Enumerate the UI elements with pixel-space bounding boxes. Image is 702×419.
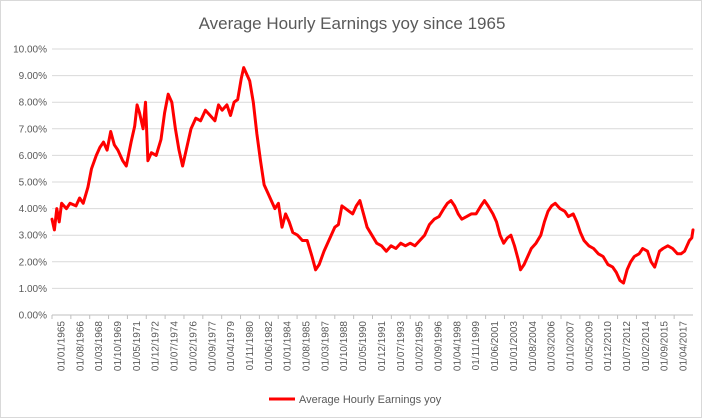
y-tick-label: 8.00% [19, 98, 47, 109]
y-tick-label: 5.00% [19, 178, 47, 189]
x-tick-label: 01/11/1999 [471, 321, 482, 371]
y-tick-label: 9.00% [19, 71, 47, 82]
y-tick-label: 4.00% [19, 204, 47, 215]
x-tick-label: 01/05/1990 [358, 321, 369, 371]
x-tick-label: 01/02/2014 [641, 321, 652, 371]
x-tick-label: 01/06/2001 [490, 321, 501, 371]
x-tick-label: 01/07/2012 [622, 321, 633, 371]
y-tick-label: 0.00% [19, 311, 47, 322]
legend-label: Average Hourly Earnings yoy [299, 394, 442, 406]
x-tick-label: 01/10/1988 [339, 321, 350, 371]
x-tick-label: 01/04/2017 [679, 321, 690, 371]
x-tick-label: 01/09/1996 [433, 321, 444, 371]
legend: Average Hourly Earnings yoy [269, 394, 442, 406]
x-tick-label: 01/08/2004 [528, 321, 539, 371]
x-tick-label: 01/03/1987 [320, 321, 331, 371]
x-tick-label: 01/06/1982 [264, 321, 275, 371]
x-tick-label: 01/07/1974 [170, 321, 181, 371]
x-tick-label: 01/08/1985 [302, 321, 313, 371]
y-tick-label: 2.00% [19, 257, 47, 268]
x-tick-label: 01/12/1991 [377, 321, 388, 371]
x-tick-label: 01/02/1976 [188, 321, 199, 371]
y-tick-label: 3.00% [19, 231, 47, 242]
x-tick-label: 01/10/2007 [565, 321, 576, 371]
y-tick-label: 6.00% [19, 151, 47, 162]
chart-title: Average Hourly Earnings yoy since 1965 [199, 14, 506, 33]
y-axis-tick-labels: 0.00% 1.00% 2.00% 3.00% 4.00% 5.00% 6.00% 7.00%… [13, 45, 47, 322]
x-tick-label: 01/01/1984 [283, 321, 294, 371]
y-tick-label: 7.00% [19, 124, 47, 135]
x-tick-label: 01/01/1965 [56, 321, 67, 371]
x-tick-label: 01/10/1969 [113, 321, 124, 371]
x-tick-label: 01/02/1995 [415, 321, 426, 371]
x-tick-label: 01/12/1972 [151, 321, 162, 371]
x-tick-label: 01/12/2010 [603, 321, 614, 371]
x-tick-label: 01/09/2015 [660, 321, 671, 371]
series-line [50, 66, 695, 285]
x-tick-label: 01/09/1977 [207, 321, 218, 371]
x-tick-label: 01/05/2009 [584, 321, 595, 371]
x-tick-label: 01/03/1968 [94, 321, 105, 371]
x-axis-tick-labels: 01/01/1965 01/08/1966 01/03/1968 01/10/1969… [51, 315, 690, 371]
x-tick-label: 01/04/1979 [226, 321, 237, 371]
x-tick-label: 01/01/2003 [509, 321, 520, 371]
x-tick-label: 01/05/1971 [132, 321, 143, 371]
x-tick-label: 01/03/2006 [547, 321, 558, 371]
y-tick-label: 1.00% [19, 284, 47, 295]
gridlines [52, 48, 693, 316]
x-tick-label: 01/08/1966 [75, 321, 86, 371]
x-tick-label: 01/11/1980 [245, 321, 256, 371]
series-layer [50, 66, 695, 285]
y-tick-label: 10.00% [13, 45, 47, 56]
x-tick-label: 01/07/1993 [396, 321, 407, 371]
x-tick-label: 01/04/1998 [452, 321, 463, 371]
